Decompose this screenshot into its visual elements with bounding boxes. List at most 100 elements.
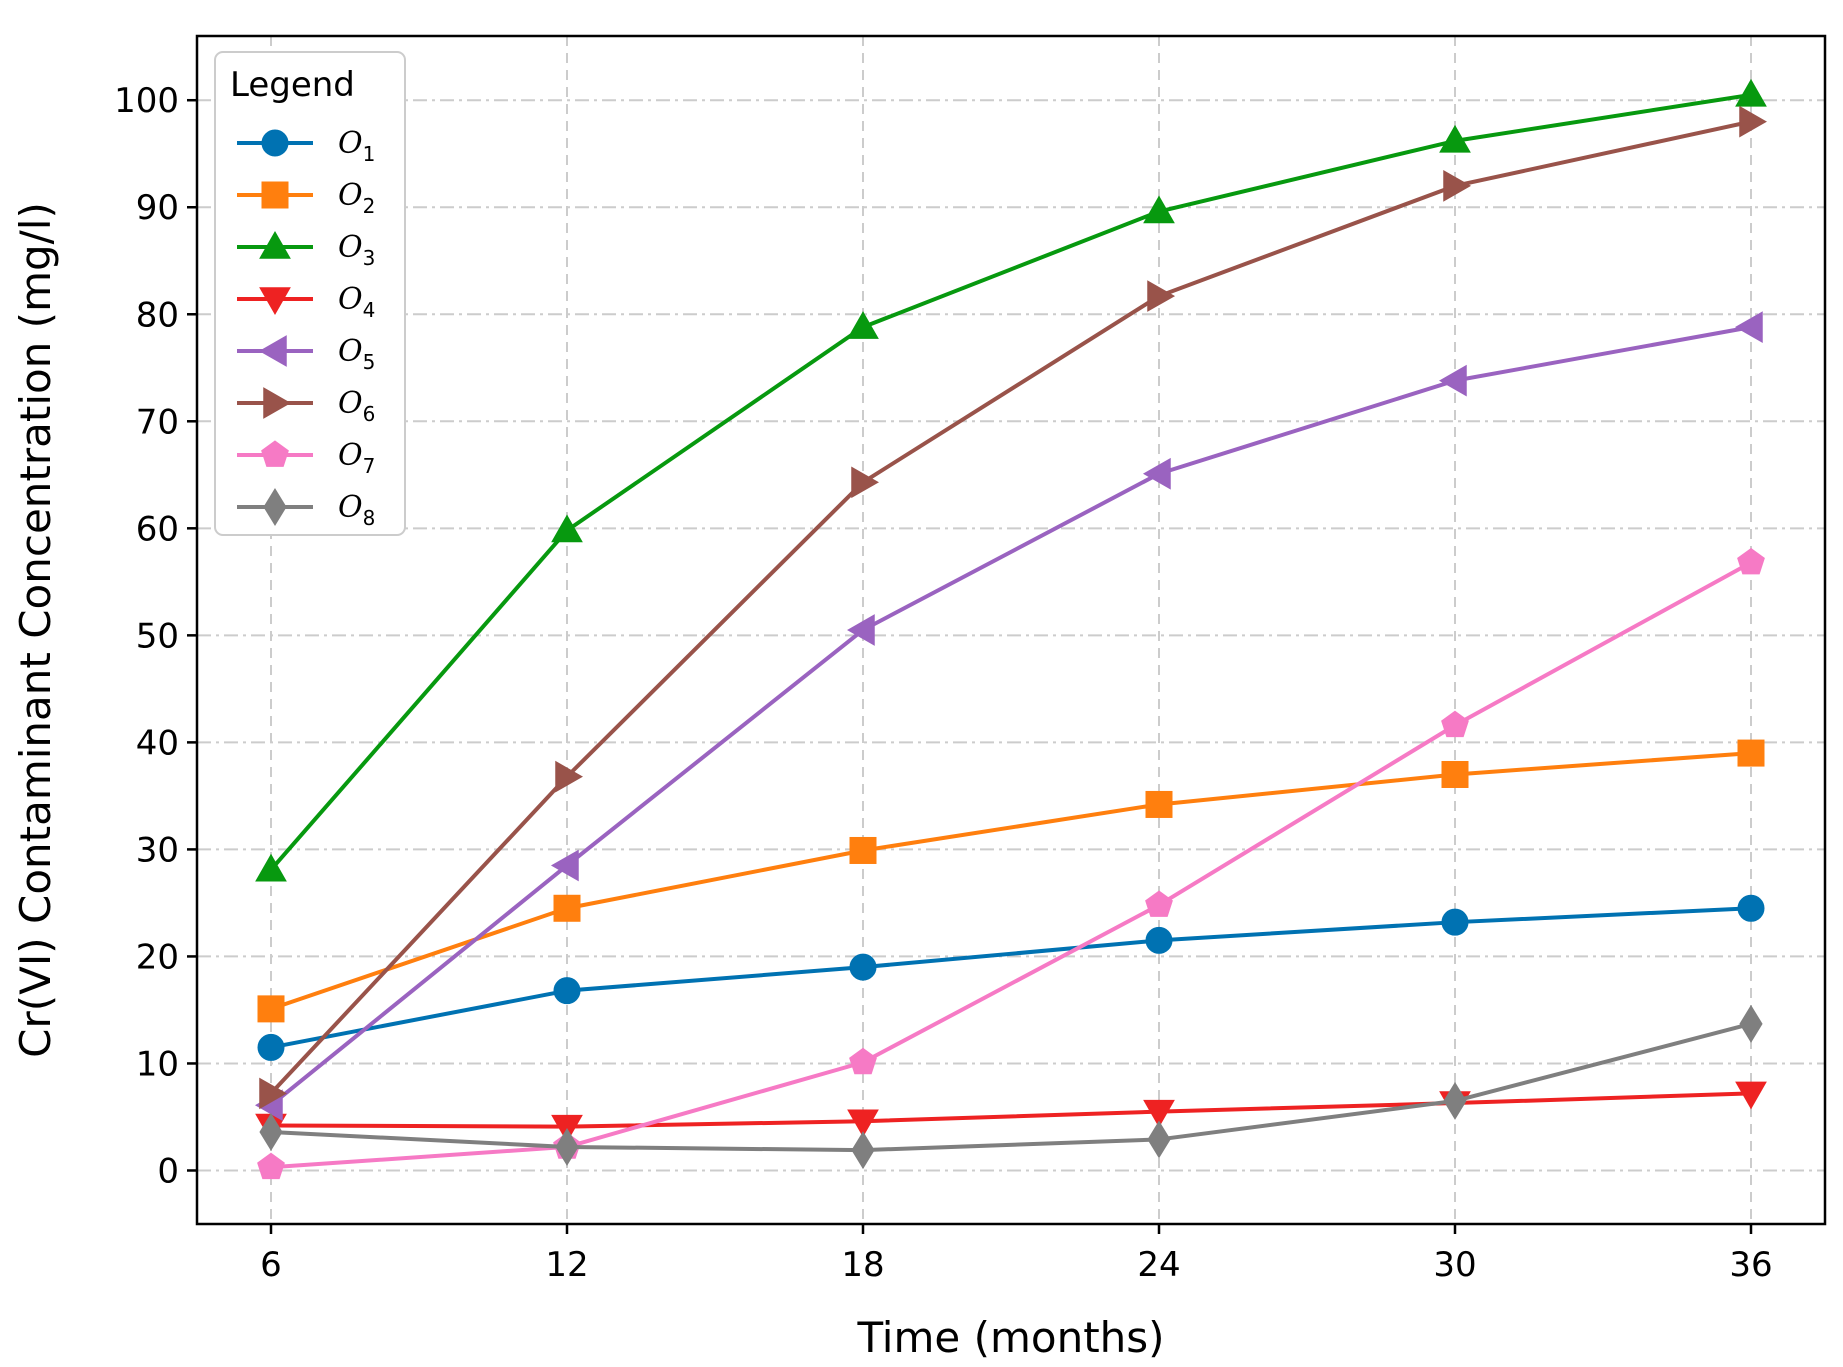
grid (197, 36, 1825, 1224)
series-o2 (257, 739, 1765, 1023)
y-tick-label: 80 (136, 295, 179, 335)
series-line-o6 (269, 119, 1752, 1095)
data-point-o1 (1737, 894, 1765, 922)
data-point-o2 (1737, 739, 1765, 767)
y-tick-label: 90 (136, 188, 179, 228)
legend-label: O7 (338, 438, 375, 478)
legend-label: O5 (338, 334, 375, 374)
data-point-o6 (1147, 280, 1176, 312)
series-line-o2 (270, 751, 1752, 1011)
data-point-o6 (1739, 105, 1768, 138)
legend-marker (261, 129, 289, 157)
data-point-o7 (1737, 547, 1765, 575)
data-point-o3 (1439, 124, 1471, 153)
data-point-o2 (1441, 760, 1469, 788)
data-point-o3 (551, 514, 583, 543)
series-line-o8 (270, 1021, 1752, 1153)
series-line-o5 (269, 325, 1752, 1107)
legend-label: O2 (338, 178, 375, 218)
data-point-o4 (1143, 1099, 1175, 1128)
legend-item-o1: O1 (237, 126, 375, 166)
data-point-o6 (555, 760, 584, 793)
series-line-o3 (269, 92, 1752, 872)
y-axis-label: Cr(VI) Contaminant Concentration (mg/l) (11, 202, 60, 1058)
data-point-o1 (849, 953, 877, 981)
legend-marker (263, 387, 292, 419)
series-line-o1 (270, 906, 1752, 1050)
data-point-o7 (849, 1047, 877, 1075)
legend-label: O1 (338, 126, 375, 166)
data-point-o7 (1441, 710, 1469, 738)
series-o5 (254, 311, 1763, 1122)
data-point-o8 (1739, 1004, 1763, 1043)
data-point-o7 (1145, 890, 1173, 917)
y-tick-label: 0 (157, 1151, 179, 1191)
data-point-o3 (1735, 78, 1767, 107)
legend-marker (261, 440, 289, 467)
legend-label: O4 (338, 282, 375, 322)
data-point-o8 (259, 1112, 283, 1151)
legend-item-o4: O4 (237, 282, 375, 322)
x-tick-label: 36 (1729, 1245, 1772, 1285)
legend-marker (259, 287, 291, 316)
data-point-o2 (1145, 790, 1173, 818)
series-line-o7 (270, 560, 1752, 1170)
y-tick-label: 40 (136, 723, 179, 763)
legend-item-o3: O3 (237, 230, 375, 270)
x-axis-label: Time (months) (856, 1313, 1164, 1362)
legend-marker (258, 335, 287, 367)
legend: Legend O1 O2 O3 O4 O5 O6 O7 O8 (214, 51, 406, 536)
data-point-o3 (255, 853, 287, 882)
series-layer (254, 78, 1768, 1180)
data-point-o5 (1734, 311, 1763, 343)
data-point-o3 (847, 311, 879, 339)
data-point-o3 (1143, 195, 1175, 224)
data-point-o1 (257, 1033, 285, 1061)
series-o1 (257, 894, 1765, 1061)
data-point-o8 (555, 1127, 579, 1166)
series-o3 (255, 78, 1767, 882)
legend-item-o7: O7 (237, 438, 375, 478)
series-o6 (259, 105, 1768, 1110)
data-point-o1 (1145, 926, 1173, 954)
legend-box (214, 51, 406, 536)
data-point-o1 (1441, 908, 1469, 936)
ticks: 0 10 20 30 40 50 60 70 80 90 100 6 12 18 24 30 36 (114, 81, 1773, 1285)
data-point-o7 (257, 1152, 285, 1180)
plot-frame (195, 34, 1827, 1226)
legend-label: O3 (338, 230, 375, 270)
legend-marker (263, 488, 287, 526)
y-tick-label: 100 (114, 81, 179, 121)
legend-item-o6: O6 (237, 386, 375, 426)
x-tick-label: 18 (841, 1245, 884, 1285)
x-tick-label: 6 (260, 1245, 282, 1285)
x-tick-label: 24 (1137, 1245, 1180, 1285)
data-point-o8 (851, 1131, 875, 1170)
data-point-o6 (851, 466, 880, 499)
legend-marker (261, 181, 289, 209)
y-tick-label: 70 (136, 402, 179, 442)
legend-title: Legend (230, 65, 355, 105)
data-point-o2 (849, 836, 877, 864)
y-tick-label: 10 (136, 1044, 179, 1084)
y-tick-label: 20 (136, 937, 179, 977)
series-o8 (259, 1004, 1763, 1170)
legend-item-o2: O2 (237, 178, 375, 218)
data-point-o6 (259, 1077, 288, 1110)
data-point-o5 (550, 849, 579, 882)
y-tick-label: 30 (136, 830, 179, 870)
data-point-o5 (1142, 457, 1171, 490)
data-point-o2 (553, 894, 581, 922)
legend-marker (259, 230, 291, 259)
data-point-o2 (257, 995, 285, 1023)
y-tick-label: 60 (136, 509, 179, 549)
data-point-o6 (1443, 169, 1472, 202)
data-point-o1 (553, 977, 581, 1005)
data-point-o4 (847, 1109, 879, 1138)
series-line-o4 (270, 1091, 1752, 1129)
data-point-o5 (846, 614, 875, 646)
x-tick-label: 30 (1433, 1245, 1476, 1285)
legend-items: O1 O2 O3 O4 O5 O6 O7 O8 (237, 126, 375, 530)
data-point-o4 (1735, 1081, 1767, 1110)
